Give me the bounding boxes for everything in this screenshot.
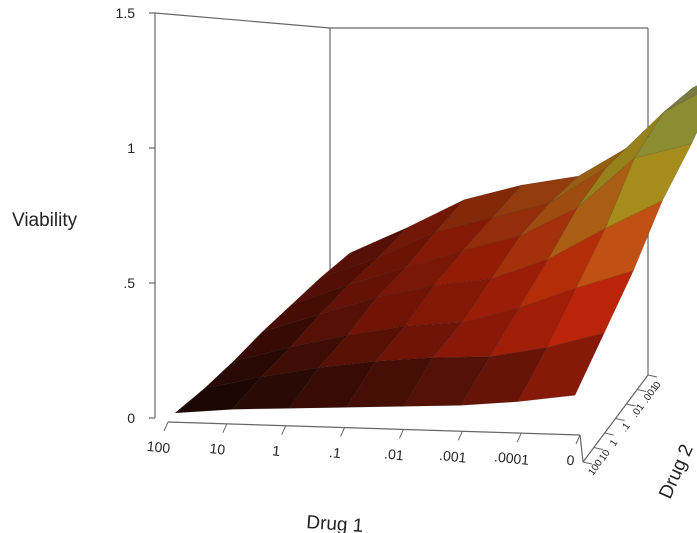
z-tick-labels: 0 .5 1 1.5 bbox=[116, 5, 155, 426]
x-axis-line bbox=[167, 421, 581, 436]
x-tick-mark bbox=[575, 434, 581, 445]
z-tick-label: .5 bbox=[123, 275, 135, 291]
x-tick-mark bbox=[340, 427, 346, 437]
y-tick-label: 1 bbox=[608, 437, 620, 448]
x-tick-mark bbox=[163, 421, 169, 432]
y-tick-mark bbox=[582, 461, 593, 465]
z-axis-title: Viability bbox=[12, 210, 78, 231]
x-tick-label: .1 bbox=[328, 444, 341, 461]
x-tick-label: 10 bbox=[209, 440, 226, 458]
x-tick-mark bbox=[457, 431, 463, 441]
axis-corner-connector bbox=[579, 434, 584, 463]
back-top-edge-left bbox=[154, 12, 331, 29]
z-tick-label: 1.5 bbox=[116, 5, 136, 21]
surface-cell bbox=[663, 85, 697, 113]
y-tick-mark bbox=[626, 403, 636, 407]
y-tick-mark bbox=[593, 447, 603, 450]
z-tick-label: 0 bbox=[127, 410, 135, 426]
y-tick-mark bbox=[615, 418, 625, 421]
y-tick-label: 0 bbox=[651, 379, 663, 390]
z-tick-label: 1 bbox=[127, 140, 135, 156]
x-tick-mark bbox=[516, 432, 522, 443]
x-tick-label: .0001 bbox=[493, 448, 530, 468]
y-tick-label: .1 bbox=[619, 421, 633, 435]
surface-cell bbox=[517, 332, 605, 403]
y-tick-mark bbox=[637, 389, 647, 392]
x-axis-title: Drug 1 bbox=[306, 512, 364, 533]
y-tick-mark bbox=[647, 374, 658, 378]
x-tick-label: .001 bbox=[438, 447, 467, 466]
y-tick-mark bbox=[604, 432, 614, 436]
x-tick-mark bbox=[222, 423, 228, 434]
x-tick-mark bbox=[281, 425, 287, 435]
x-tick-label: .01 bbox=[383, 445, 404, 463]
surface-cell bbox=[546, 270, 634, 349]
x-tick-label: 100 bbox=[146, 438, 171, 456]
x-tick-mark bbox=[398, 429, 404, 439]
viability-surface bbox=[174, 85, 697, 414]
y-tick-label: .01 bbox=[630, 402, 647, 420]
drug1-axis: 100 10 1 .1 .01 .001 .0001 0 bbox=[146, 421, 581, 469]
x-tick-label: 0 bbox=[566, 452, 576, 469]
y-axis-title: Drug 2 bbox=[655, 441, 697, 502]
x-tick-label: 1 bbox=[272, 442, 282, 459]
